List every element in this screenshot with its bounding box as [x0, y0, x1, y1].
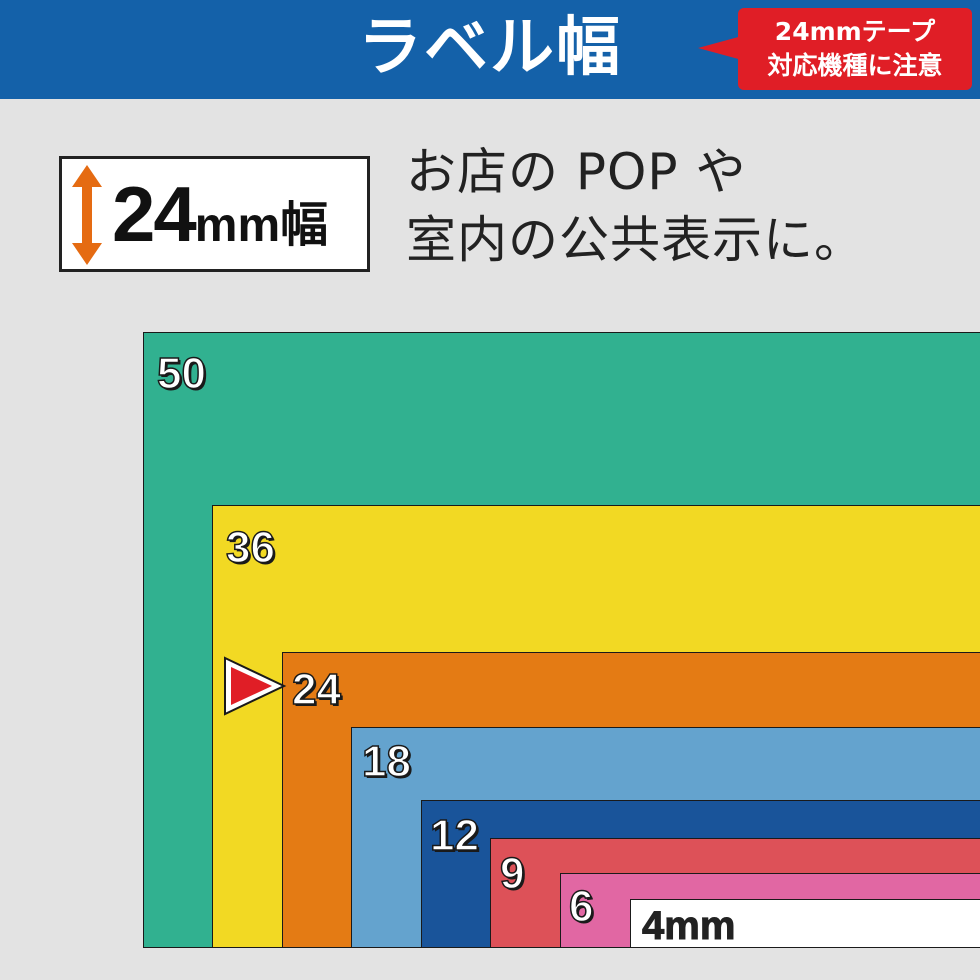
- tape-stripe-label: 18: [361, 737, 411, 786]
- current-size-marker-icon: [224, 656, 287, 716]
- vertical-double-arrow-icon: [72, 165, 102, 265]
- tape-stripe-label: 12: [429, 811, 479, 860]
- compatibility-warning-badge: 24mmテープ 対応機種に注意: [738, 8, 972, 90]
- tape-stripe-label: 50: [156, 349, 206, 398]
- page-title: ラベル幅: [358, 11, 622, 85]
- badge-pointer-icon: [698, 36, 742, 60]
- tape-stripe-label: 4mm: [641, 904, 736, 948]
- badge-line-2: 対応機種に注意: [767, 51, 943, 80]
- tagline-line-1: お店の POP や: [406, 143, 747, 201]
- badge-line-1: 24mmテープ: [774, 17, 936, 46]
- tape-stripe-label: 24: [291, 665, 341, 714]
- tape-width-indicator: 24mm幅: [59, 156, 370, 272]
- tape-width-unit: mm幅: [194, 199, 329, 252]
- tagline-line-2: 室内の公共表示に。: [406, 211, 865, 269]
- tape-stripe-label: 6: [568, 882, 594, 931]
- tape-width-number: 24: [112, 170, 197, 258]
- tape-width-label: 24mm幅: [112, 159, 328, 269]
- tape-stripe-4mm: [630, 899, 980, 948]
- tape-stripe-label: 9: [499, 849, 525, 898]
- tagline: お店の POP や 室内の公共表示に。: [406, 138, 966, 274]
- tape-stripe-label: 36: [225, 523, 275, 572]
